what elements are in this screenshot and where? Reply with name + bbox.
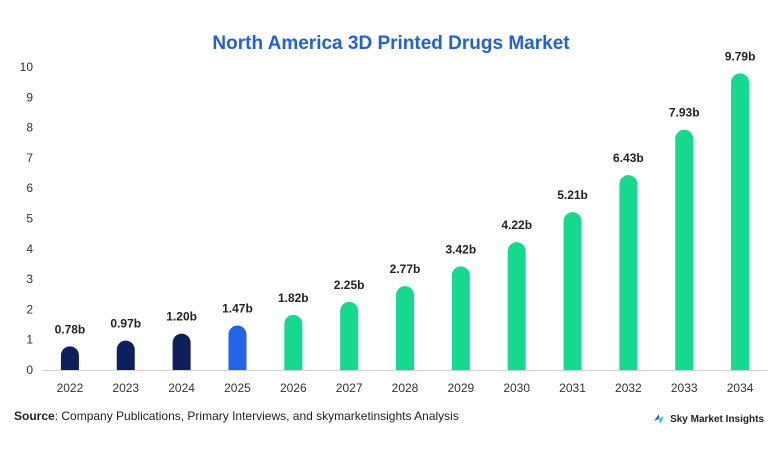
bar-2026 — [284, 314, 303, 370]
source-text: : Company Publications, Primary Intervie… — [54, 409, 459, 423]
data-label-2033: 7.93b — [669, 106, 700, 120]
x-tick-label: 2023 — [112, 381, 139, 395]
data-label-2027: 2.25b — [334, 278, 365, 292]
brand: Sky Market Insights — [652, 412, 764, 426]
bar-2029 — [451, 266, 470, 370]
chart-title: North America 3D Printed Drugs Market — [212, 33, 570, 54]
x-tick-label: 2027 — [336, 381, 363, 395]
x-tick-label: 2028 — [392, 381, 419, 395]
y-tick-label: 10 — [20, 60, 34, 74]
data-label-2028: 2.77b — [390, 262, 421, 276]
source-line: Source: Company Publications, Primary In… — [14, 409, 459, 423]
data-label-2023: 0.97b — [110, 317, 141, 331]
data-label-2025: 1.47b — [222, 301, 253, 315]
data-label-2031: 5.21b — [557, 188, 588, 202]
y-tick-label: 7 — [26, 151, 33, 165]
bar-2033 — [675, 129, 694, 370]
y-tick-label: 0 — [26, 363, 33, 377]
chart-axes: 0 1 2 3 4 5 6 7 8 9 10 2022 2023 2024 2025 2026 2027 2028… — [20, 60, 768, 395]
x-tick-label: 2032 — [615, 381, 642, 395]
data-label-2032: 6.43b — [613, 151, 644, 165]
x-tick-label: 2024 — [168, 381, 195, 395]
data-label-2029: 3.42b — [446, 242, 477, 256]
data-label-2022: 0.78b — [55, 322, 86, 336]
x-tick-label: 2025 — [224, 381, 251, 395]
x-tick-label: 2029 — [447, 381, 474, 395]
y-tick-label: 4 — [26, 242, 33, 256]
y-tick-label: 6 — [26, 181, 33, 195]
brand-name: Sky Market Insights — [670, 413, 764, 425]
chart-data-labels: 0.78b 0.97b 1.20b 1.47b 1.82b 2.25b 2.77b 3.42b… — [55, 49, 756, 336]
bar-2025 — [228, 325, 247, 370]
data-label-2034: 9.79b — [725, 49, 756, 63]
chart-bars — [60, 73, 750, 370]
sky-market-insights-logo-icon — [654, 414, 665, 424]
x-tick-label: 2031 — [559, 381, 586, 395]
bar-2024 — [172, 333, 191, 370]
data-label-2024: 1.20b — [166, 310, 197, 324]
data-label-2026: 1.82b — [278, 291, 309, 305]
x-tick-label: 2034 — [727, 381, 754, 395]
y-tick-label: 5 — [26, 212, 33, 226]
bar-2022 — [60, 346, 79, 370]
y-tick-label: 8 — [26, 121, 33, 135]
bar-2030 — [507, 242, 526, 370]
x-tick-label: 2030 — [503, 381, 530, 395]
y-tick-label: 9 — [26, 90, 33, 104]
bar-2028 — [396, 286, 414, 370]
bar-2023 — [116, 340, 135, 370]
bar-2032 — [619, 175, 638, 370]
x-tick-label: 2026 — [280, 381, 307, 395]
bar-2034 — [731, 73, 750, 370]
bar-2031 — [563, 212, 582, 370]
y-tick-label: 3 — [26, 272, 33, 286]
source-label: Source — [14, 409, 55, 423]
y-tick-label: 1 — [26, 333, 33, 347]
x-tick-label: 2022 — [57, 381, 84, 395]
x-tick-label: 2033 — [671, 381, 698, 395]
bar-2027 — [340, 301, 359, 370]
data-label-2030: 4.22b — [501, 218, 532, 232]
y-tick-label: 2 — [26, 302, 33, 316]
